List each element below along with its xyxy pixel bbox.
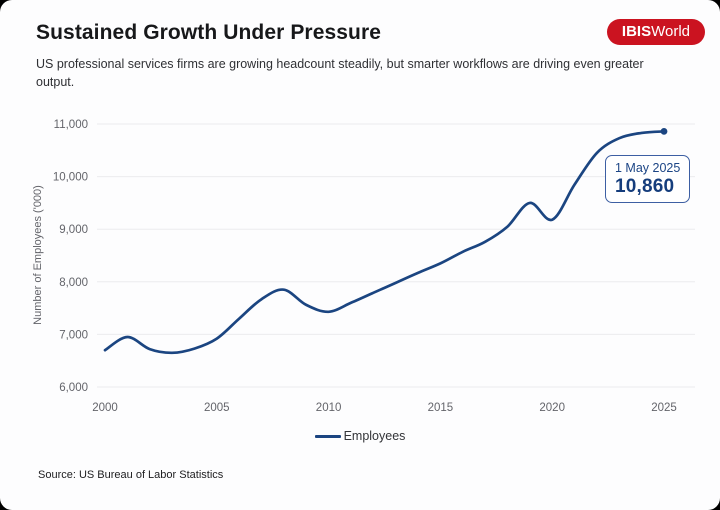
y-tick-label: 9,000 <box>59 224 88 236</box>
x-tick-label: 2015 <box>428 402 454 414</box>
x-tick-label: 2020 <box>539 402 565 414</box>
legend-label: Employees <box>343 429 406 443</box>
logo-text-regular: World <box>651 23 690 40</box>
y-tick-label: 7,000 <box>59 329 88 341</box>
x-tick-label: 2000 <box>92 402 118 414</box>
logo-text-bold: IBIS <box>621 23 652 40</box>
x-tick-label: 2025 <box>651 402 677 414</box>
x-tick-label: 2010 <box>316 402 342 414</box>
legend-item-employees[interactable]: Employees <box>314 429 406 443</box>
page-title: Sustained Growth Under Pressure <box>36 21 382 44</box>
y-tick-label: 11,000 <box>54 119 88 131</box>
chart-subtitle: US professional services firms are growi… <box>36 57 644 89</box>
last-point-marker <box>660 127 668 135</box>
employees-line <box>103 130 666 355</box>
source-note: Source: US Bureau of Labor Statistics <box>38 469 224 481</box>
callout-value: 10,860 <box>615 176 675 197</box>
y-tick-label: 10,000 <box>53 172 88 184</box>
legend-line-swatch <box>314 434 341 438</box>
legend: Employees <box>0 429 720 443</box>
data-point-callout: 1 May 2025 10,860 <box>605 155 690 203</box>
y-tick-label: 6,000 <box>59 382 88 394</box>
x-tick-label: 2005 <box>204 402 230 414</box>
callout-date: 1 May 2025 <box>615 161 681 175</box>
y-axis-title: Number of Employees ('000) <box>32 185 44 325</box>
y-tick-label: 8,000 <box>59 277 88 289</box>
ibisworld-logo: IBISWorld <box>606 19 705 45</box>
